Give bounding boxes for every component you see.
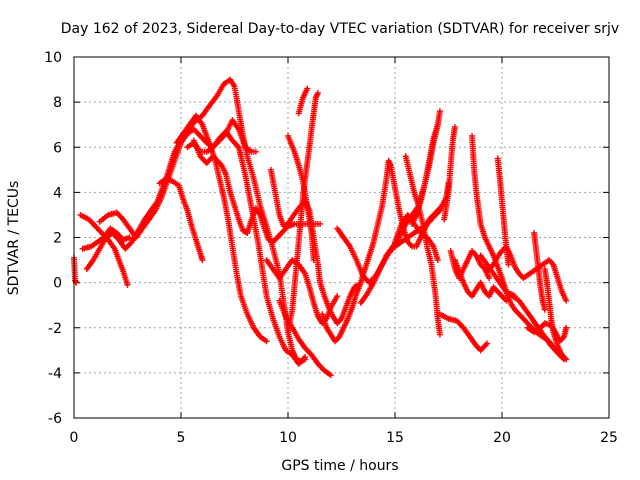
series-11 [285,132,317,264]
series-29 [531,229,548,313]
data-point [486,275,493,282]
series-22 [441,123,458,223]
series-31 [541,266,570,363]
series-14 [276,297,334,379]
data-point [252,148,259,155]
data-point [302,354,309,361]
chart-title: Day 162 of 2023, Sidereal Day-to-day VTE… [61,21,619,37]
data-point [563,297,570,304]
data-series [71,76,570,379]
y-tick-label: 8 [53,95,62,111]
x-tick-label: 5 [177,430,186,446]
data-point [304,85,311,92]
series-21 [436,311,491,354]
series-15 [319,157,446,345]
series-13 [285,90,321,336]
data-point [505,261,512,268]
x-tick-label: 10 [279,430,297,446]
x-tick-label: 20 [493,430,511,446]
data-point [310,257,317,264]
y-tick-label: -6 [48,411,62,427]
data-point [563,324,570,331]
series-28 [494,155,512,268]
data-point [434,257,441,264]
y-tick-label: 10 [44,50,62,66]
data-point [436,331,443,338]
series-12 [295,85,311,117]
series-5 [156,175,206,264]
grid-lines [74,57,609,418]
series-18 [402,153,443,338]
y-tick-label: 0 [53,276,62,292]
data-point [327,372,334,379]
data-point [314,90,321,97]
data-point [199,257,206,264]
y-tick-label: 4 [53,185,62,201]
series-6 [173,112,270,345]
data-point [124,281,131,288]
series-20 [392,211,441,264]
data-point [484,340,491,347]
plot-frame [73,56,610,419]
series-19 [409,108,443,227]
y-tick-label: -2 [48,321,62,337]
x-axis-label: GPS time / hours [281,458,398,474]
data-point [317,220,324,227]
x-tick-label: 15 [386,430,404,446]
data-point [263,338,270,345]
data-point [451,123,458,130]
series-10 [263,257,341,327]
data-point [334,293,341,300]
data-point [126,234,133,241]
data-point [541,306,548,313]
data-point [563,356,570,363]
y-tick-label: 6 [53,140,62,156]
x-tick-label: 25 [600,430,618,446]
y-tick-label: -4 [48,366,62,382]
data-point [436,108,443,115]
y-axis-label: SDTVAR / TECUs [6,181,22,296]
y-tick-label: 2 [53,231,62,247]
x-tick-label: 0 [70,430,79,446]
